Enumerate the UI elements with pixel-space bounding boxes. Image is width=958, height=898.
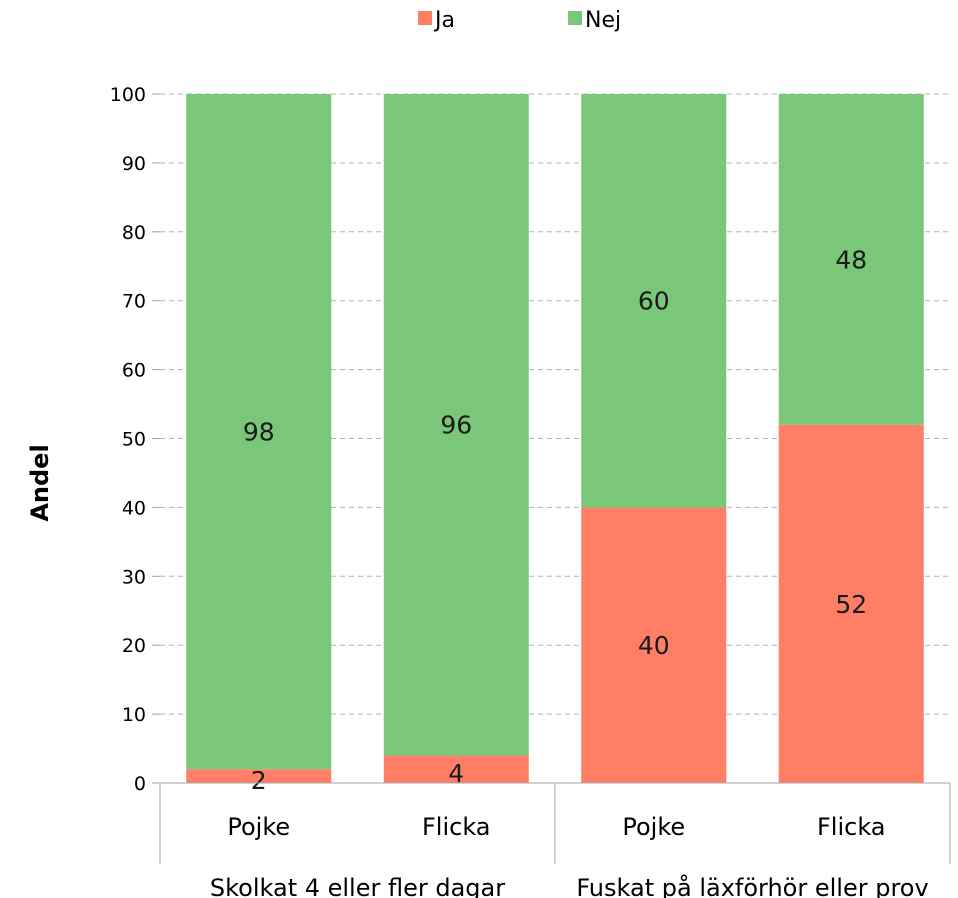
data-label: 96 <box>440 411 472 440</box>
bar-ja <box>581 507 727 783</box>
data-label: 40 <box>638 631 670 660</box>
x-tick-label: Flicka <box>817 813 886 841</box>
data-label: 98 <box>243 418 275 447</box>
data-label: 48 <box>835 245 867 274</box>
x-tick-label: Flicka <box>422 813 491 841</box>
y-tick-label: 20 <box>122 635 146 657</box>
bar-ja <box>778 424 924 783</box>
y-axis-ticks: 0 10 20 30 40 50 60 70 80 90 100 <box>110 84 160 795</box>
bar-nej <box>383 94 529 756</box>
bar-nej <box>778 94 924 425</box>
bars <box>186 94 924 783</box>
y-tick-label: 0 <box>134 773 146 795</box>
x-group-label: Skolkat 4 eller fler dagar <box>210 874 505 898</box>
data-label: 52 <box>835 590 867 619</box>
legend-swatch <box>418 11 432 25</box>
bar-nej <box>186 94 332 770</box>
data-label: 2 <box>251 766 267 795</box>
y-tick-label: 60 <box>122 360 146 382</box>
legend-label: Ja <box>433 8 455 33</box>
bar-ja <box>186 769 332 783</box>
y-tick-label: 90 <box>122 153 146 175</box>
bar-nej <box>581 94 727 508</box>
y-tick-label: 80 <box>122 222 146 244</box>
y-tick-label: 40 <box>122 497 146 519</box>
legend-label: Nej <box>585 8 621 33</box>
data-labels: 2 98 4 96 40 60 52 48 <box>243 245 867 795</box>
y-tick-label: 70 <box>122 291 146 313</box>
y-tick-label: 30 <box>122 566 146 588</box>
data-label: 4 <box>448 759 464 788</box>
y-tick-label: 50 <box>122 429 146 451</box>
y-tick-label: 10 <box>122 704 146 726</box>
y-tick-label: 100 <box>110 84 146 106</box>
x-tick-label: Pojke <box>622 813 685 841</box>
data-label: 60 <box>638 287 670 316</box>
bar-ja <box>383 755 529 783</box>
legend: Ja Nej <box>418 8 621 33</box>
y-axis-label: Andel <box>26 444 54 521</box>
x-axis: Pojke Flicka Skolkat 4 eller fler dagar Poj… <box>159 782 951 898</box>
x-tick-label: Pojke <box>227 813 290 841</box>
legend-swatch <box>568 11 582 25</box>
x-group-label: Fuskat på läxförhör eller prov <box>576 873 928 898</box>
